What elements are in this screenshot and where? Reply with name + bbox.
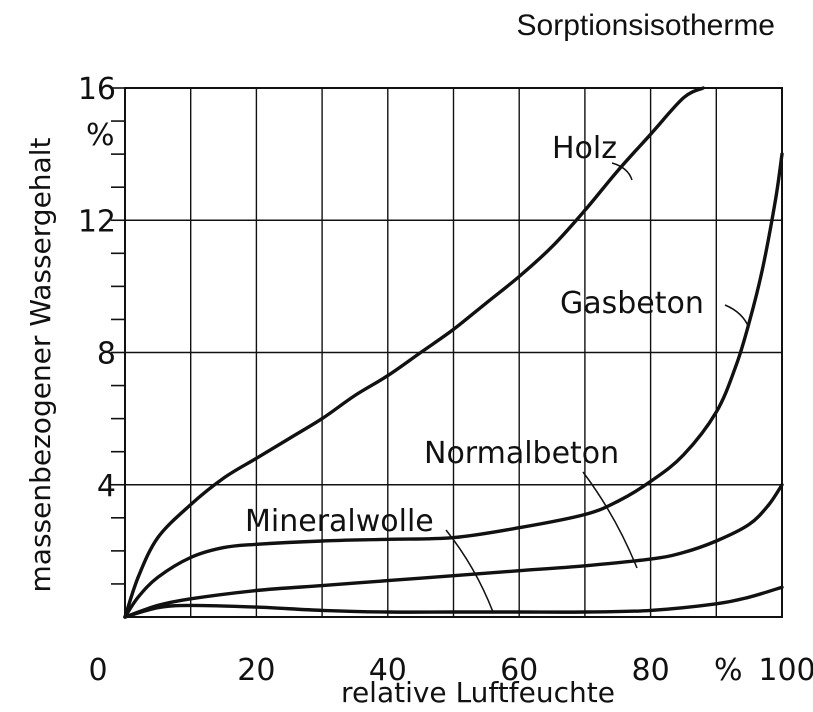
series-line-mineralwolle [123, 585, 784, 619]
chart-title: Sorptionsisotherme [517, 9, 775, 42]
curve-labels: Holz Gasbeton Normalbeton Mineralwolle [245, 131, 704, 539]
label-leaders [445, 162, 750, 613]
y-unit-label: % [86, 118, 115, 153]
x-tick-labels: 0 20 40 60 80 100 [88, 653, 813, 688]
x-tick-label: 100 [758, 653, 813, 688]
leader-line-normalbeton [582, 471, 638, 569]
y-tick-label: 8 [97, 337, 116, 372]
leader-line-holz [611, 162, 633, 181]
curve-label-gasbeton: Gasbeton [560, 286, 704, 321]
x-tick-label: 20 [237, 653, 275, 688]
series-line-normalbeton [123, 483, 784, 619]
curve-label-normalbeton: Normalbeton [424, 436, 619, 471]
x-tick-label: 80 [632, 653, 670, 688]
x-unit-label: % [714, 653, 743, 688]
series-line-holz [123, 86, 705, 619]
y-tick-label: 16 [78, 72, 116, 107]
plot-frame [124, 87, 783, 618]
x-tick-label: 60 [500, 653, 538, 688]
y-tick-labels: 4 8 12 16 [78, 72, 116, 504]
curve-label-mineralwolle: Mineralwolle [245, 504, 434, 539]
grid [125, 88, 782, 617]
curve-label-holz: Holz [552, 131, 617, 166]
minor-ticks [111, 87, 125, 585]
x-axis-label: relative Luftfeuchte [341, 676, 615, 709]
x-tick-label: 40 [369, 653, 407, 688]
y-tick-label: 4 [97, 469, 116, 504]
leader-line-gasbeton [724, 304, 750, 329]
x-tick-label: 0 [88, 653, 107, 688]
y-tick-label: 12 [78, 204, 116, 239]
y-axis-label: massenbezogener Wassergehalt [24, 138, 57, 593]
leader-line-mineralwolle [445, 529, 494, 613]
